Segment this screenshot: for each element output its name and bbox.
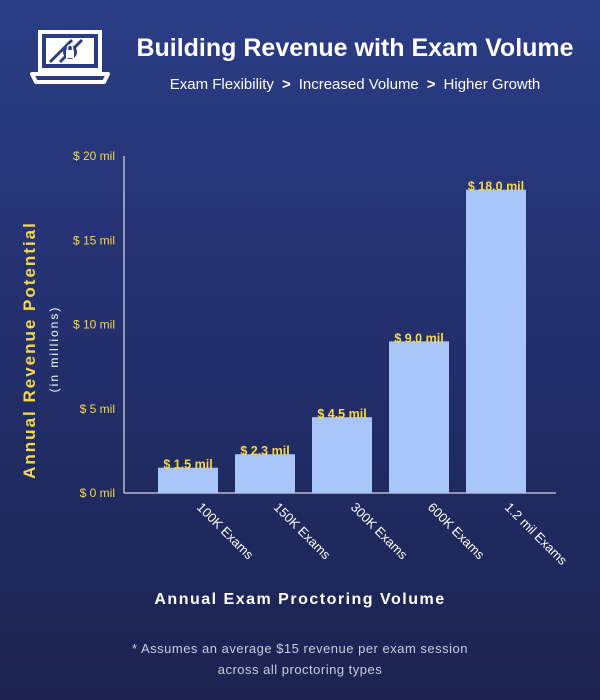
subtitle-separator: > — [426, 76, 436, 93]
bar — [312, 417, 372, 493]
subtitle-step-2: Increased Volume — [298, 76, 419, 93]
y-axis-title: Annual Revenue Potential — [20, 221, 39, 479]
footnote-line-2: across all proctoring types — [217, 662, 383, 677]
bar-data-label: $ 2.3 mil — [240, 444, 289, 458]
bar-data-label: $ 18.0 mil — [468, 180, 524, 194]
x-tick-label: 600K Exams — [425, 500, 488, 563]
subtitle-step-3: Higher Growth — [443, 76, 541, 93]
y-tick-label: $ 10 mil — [73, 318, 115, 332]
bar-data-label: $ 1.5 mil — [163, 458, 212, 472]
page-title: Building Revenue with Exam Volume — [136, 34, 574, 62]
y-tick-label: $ 0 mil — [80, 486, 115, 500]
bar — [389, 341, 449, 493]
x-tick-label: 150K Exams — [271, 500, 334, 563]
footnote-line-1: * Assumes an average $15 revenue per exa… — [132, 641, 468, 656]
bar-data-label: $ 4.5 mil — [317, 407, 366, 421]
y-axis-subtitle: (in millions) — [47, 305, 61, 393]
x-tick-label: 100K Exams — [194, 500, 257, 563]
y-tick-label: $ 20 mil — [73, 149, 115, 163]
bar-data-label: $ 9.0 mil — [394, 331, 443, 345]
x-axis-title: Annual Exam Proctoring Volume — [154, 591, 446, 608]
footnote: * Assumes an average $15 revenue per exa… — [0, 638, 600, 680]
bar — [235, 454, 295, 493]
bar — [466, 189, 526, 493]
x-tick-label: 300K Exams — [348, 500, 411, 563]
subtitle-separator: > — [281, 76, 291, 93]
y-tick-label: $ 5 mil — [80, 402, 115, 416]
subtitle: Exam Flexibility > Increased Volume > Higher… — [120, 76, 590, 93]
y-tick-label: $ 15 mil — [73, 233, 115, 247]
x-tick-label: 1.2 mil Exams — [502, 500, 571, 569]
subtitle-step-1: Exam Flexibility — [169, 76, 274, 93]
laptop-lock-icon — [30, 30, 110, 84]
bar — [158, 467, 218, 493]
